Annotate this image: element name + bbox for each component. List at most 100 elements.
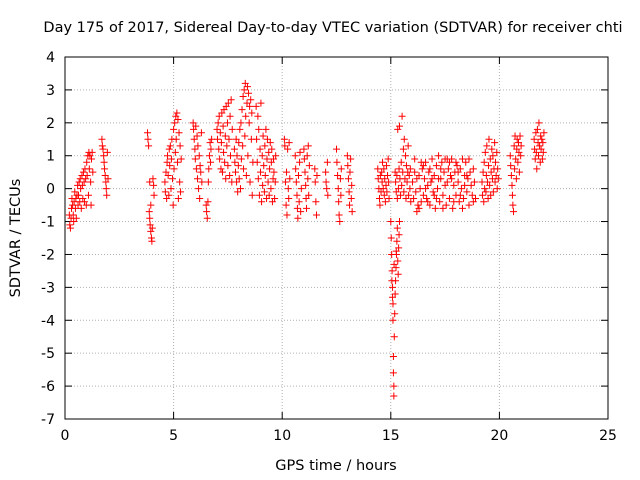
data-point — [376, 195, 384, 203]
data-point — [147, 227, 155, 235]
data-point — [467, 181, 475, 189]
data-point — [234, 162, 242, 170]
data-point — [470, 178, 478, 186]
x-tick-label: 10 — [273, 428, 291, 444]
data-point — [266, 139, 274, 147]
data-point — [243, 83, 251, 91]
data-point — [430, 191, 438, 199]
data-point — [389, 352, 397, 360]
data-point — [333, 158, 341, 166]
data-point — [405, 171, 413, 179]
data-point — [258, 152, 266, 160]
data-point — [221, 132, 229, 140]
data-point — [393, 171, 401, 179]
data-point — [197, 168, 205, 176]
data-point — [101, 165, 109, 173]
data-point — [410, 195, 418, 203]
data-point — [395, 231, 403, 239]
data-point — [170, 165, 178, 173]
data-point — [435, 175, 443, 183]
data-point — [485, 162, 493, 170]
data-point — [427, 178, 435, 186]
data-point — [213, 125, 221, 133]
data-point — [282, 201, 290, 209]
data-point — [508, 181, 516, 189]
data-point — [508, 191, 516, 199]
y-axis-label: SDTVAR / TECUs — [8, 179, 24, 298]
data-point — [149, 175, 157, 183]
data-point — [202, 201, 210, 209]
data-point — [292, 165, 300, 173]
data-point — [515, 168, 523, 176]
data-point — [417, 158, 425, 166]
data-point — [438, 158, 446, 166]
data-point — [77, 204, 85, 212]
data-point — [297, 185, 305, 193]
data-point — [100, 152, 108, 160]
data-point — [391, 310, 399, 318]
data-point — [433, 185, 441, 193]
data-point — [260, 188, 268, 196]
data-point — [422, 185, 430, 193]
data-point — [485, 135, 493, 143]
data-point — [453, 162, 461, 170]
data-point — [481, 148, 489, 156]
data-point — [217, 139, 225, 147]
data-point — [479, 168, 487, 176]
data-point — [313, 211, 321, 219]
data-point — [322, 178, 330, 186]
data-point — [478, 191, 486, 199]
data-point — [293, 204, 301, 212]
data-point — [491, 139, 499, 147]
data-point — [390, 260, 398, 268]
data-point — [164, 152, 172, 160]
data-point — [194, 142, 202, 150]
data-point — [191, 145, 199, 153]
data-point — [213, 135, 221, 143]
data-point — [397, 191, 405, 199]
data-point — [417, 198, 425, 206]
data-point — [77, 185, 85, 193]
data-point — [248, 109, 256, 117]
y-tick-label: 3 — [46, 83, 55, 99]
data-point — [454, 178, 462, 186]
data-point — [482, 188, 490, 196]
data-point — [337, 191, 345, 199]
data-point — [215, 145, 223, 153]
data-point — [347, 155, 355, 163]
grid — [65, 57, 608, 419]
data-point — [89, 168, 97, 176]
data-point — [175, 129, 183, 137]
data-point — [335, 198, 343, 206]
data-point — [381, 198, 389, 206]
data-point — [539, 139, 547, 147]
data-point — [515, 148, 523, 156]
data-point — [172, 135, 180, 143]
data-point — [87, 155, 95, 163]
data-point — [224, 162, 232, 170]
data-point — [405, 191, 413, 199]
data-point — [456, 191, 464, 199]
data-point — [469, 165, 477, 173]
data-point — [348, 208, 356, 216]
data-point — [146, 214, 154, 222]
data-point — [389, 300, 397, 308]
data-point — [395, 165, 403, 173]
data-point — [237, 119, 245, 127]
data-point — [426, 165, 434, 173]
data-point — [302, 181, 310, 189]
data-point — [228, 125, 236, 133]
data-point — [226, 112, 234, 120]
data-point — [462, 158, 470, 166]
data-point — [512, 175, 520, 183]
data-point — [392, 178, 400, 186]
data-point — [486, 181, 494, 189]
data-point — [450, 198, 458, 206]
data-point — [255, 191, 263, 199]
data-point — [193, 175, 201, 183]
data-point — [166, 142, 174, 150]
data-point — [412, 188, 420, 196]
data-point — [98, 142, 106, 150]
data-point — [448, 175, 456, 183]
data-point — [264, 178, 272, 186]
